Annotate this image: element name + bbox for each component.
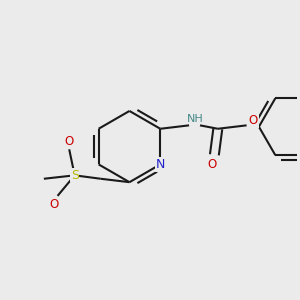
Text: O: O — [249, 114, 258, 127]
Text: S: S — [71, 169, 79, 182]
Text: O: O — [64, 135, 74, 148]
Text: N: N — [156, 158, 165, 171]
Text: O: O — [50, 198, 59, 211]
Text: NH: NH — [187, 113, 204, 124]
Text: O: O — [207, 158, 216, 171]
